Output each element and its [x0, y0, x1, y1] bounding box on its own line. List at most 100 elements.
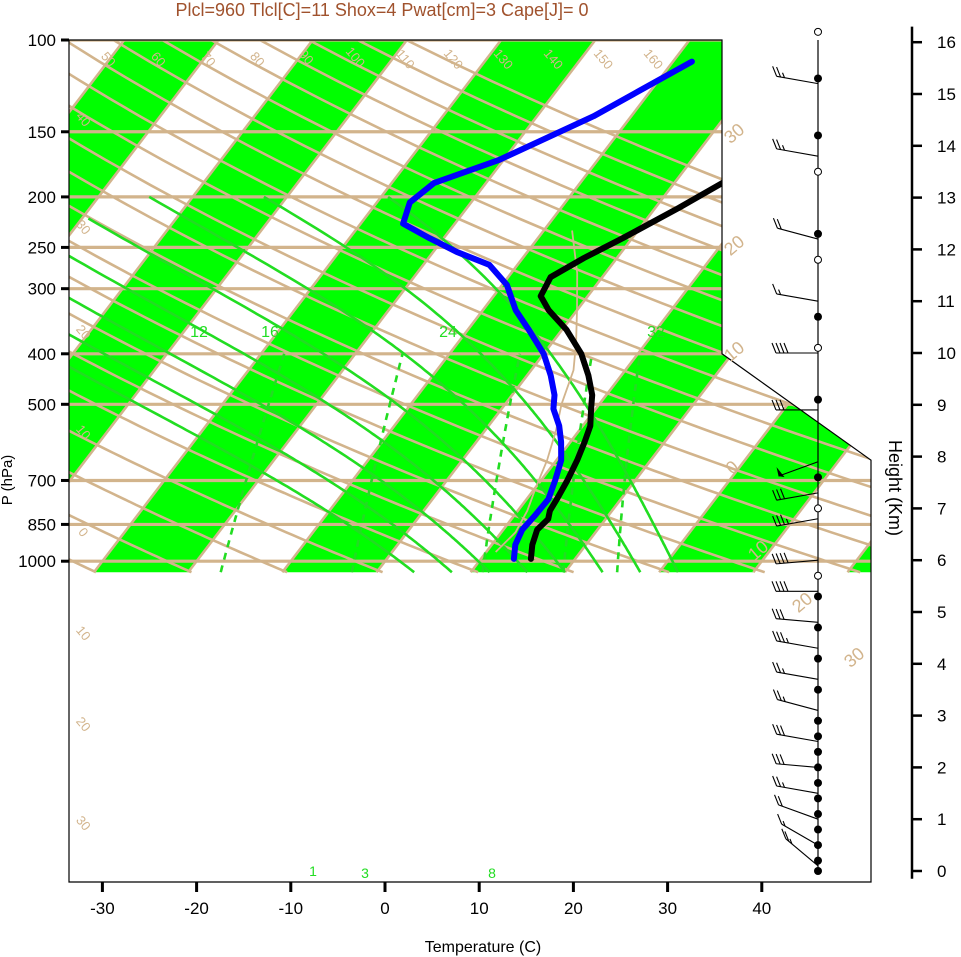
wind-barb	[772, 724, 819, 743]
wind-barb	[781, 828, 819, 867]
p-tick-label: 400	[28, 345, 56, 364]
dry-adiabat	[69, 40, 575, 574]
moist-adiabat-label: 32	[647, 324, 665, 341]
p-tick-label: 850	[28, 515, 56, 534]
mixing-ratio-label: 8	[488, 865, 496, 881]
wind-marker-open	[814, 343, 822, 352]
moist-adiabat	[263, 195, 642, 573]
wind-barb	[772, 689, 819, 711]
wind-barb	[771, 342, 818, 354]
moist-adiabats	[69, 195, 680, 574]
grid-lines	[69, 40, 871, 574]
mixing-ratio-label: 3	[361, 865, 369, 881]
height-tick-label: 13	[937, 189, 956, 208]
height-axis-label: Height (Km)	[885, 440, 905, 536]
wind-barb	[772, 66, 819, 85]
moist-adiabat	[148, 195, 604, 573]
wind-barb	[772, 488, 819, 501]
dry-adiabat	[69, 40, 871, 574]
isotherm-line	[69, 40, 314, 574]
isotherm-band	[659, 40, 871, 573]
moist-adiabat-label: 24	[439, 324, 457, 341]
moist-adiabat-label: 12	[190, 324, 208, 341]
isotherm-label-right: 30	[720, 119, 748, 147]
moist-adiabat	[69, 328, 415, 574]
wind-marker	[814, 747, 822, 756]
dry-adiabat	[69, 40, 871, 574]
dry-adiabat	[69, 40, 871, 574]
chart-title: Plcl=960 Tlcl[C]=11 Shox=4 Pwat[cm]=3 Ca…	[175, 0, 588, 20]
wind-barb	[771, 753, 819, 768]
wind-marker	[814, 810, 822, 819]
isotherm-label-left: 0	[75, 525, 91, 540]
isotherm-label-left: 30	[73, 813, 94, 834]
isotherm-label-left: 10	[73, 623, 94, 644]
height-tick-label: 16	[937, 33, 956, 52]
moist-adiabat	[69, 305, 453, 574]
wind-marker	[814, 312, 822, 321]
mixing-ratio-label: 1	[309, 863, 317, 879]
theta-label: 160	[641, 46, 666, 72]
dry-adiabat	[161, 40, 871, 574]
dry-adiabat	[69, 40, 871, 574]
p-tick-label: 1000	[18, 552, 56, 571]
dry-adiabat	[69, 40, 670, 574]
profiles	[400, 58, 871, 562]
theta-label: 80	[247, 49, 268, 70]
moist-adiabat	[69, 250, 529, 574]
height-tick-label: 14	[937, 137, 956, 156]
dewpoint-line	[400, 58, 695, 562]
dry-adiabat	[69, 40, 871, 574]
wind-barb	[771, 399, 818, 411]
mixing-ratio-lines	[219, 353, 642, 573]
height-tick-label: 8	[937, 448, 946, 467]
wind-barb	[771, 581, 818, 592]
isotherm-band	[69, 40, 219, 573]
wind-marker	[814, 654, 822, 663]
isotherm-line	[69, 40, 408, 574]
height-tick-label: 10	[937, 344, 956, 363]
mixing-ratio-line	[219, 353, 286, 573]
p-tick-label: 200	[28, 188, 56, 207]
x-tick-label: 40	[752, 899, 771, 918]
mixing-ratio-line	[615, 353, 642, 573]
wind-barb	[771, 608, 819, 623]
y-axis-label: P (hPa)	[0, 455, 16, 506]
height-tick-label: 7	[937, 499, 946, 518]
wind-marker-open	[814, 571, 822, 580]
moist-adiabat-label: 16	[261, 324, 279, 341]
height-tick-label: 5	[937, 603, 946, 622]
wind-marker	[814, 229, 822, 238]
x-tick-label: 0	[380, 899, 389, 918]
isotherm-line	[375, 40, 785, 574]
wind-marker	[814, 856, 822, 865]
isotherm-label-right: 20	[788, 588, 816, 616]
dry-adiabat	[210, 40, 871, 574]
height-tick-label: 4	[937, 655, 946, 674]
height-tick-label: 1	[937, 810, 946, 829]
wind-barb	[772, 514, 819, 527]
wind-marker	[814, 778, 822, 787]
p-tick-label: 250	[28, 238, 56, 257]
wind-marker	[814, 825, 822, 834]
wind-marker	[814, 732, 822, 741]
p-tick-label: 500	[28, 395, 56, 414]
x-tick-label: -30	[90, 899, 115, 918]
p-tick-label: 150	[28, 123, 56, 142]
p-tick-label: 700	[28, 471, 56, 490]
wind-barb	[772, 283, 819, 302]
isotherm-label-right: 20	[720, 231, 748, 259]
wind-marker	[814, 473, 822, 482]
wind-marker-open	[814, 255, 822, 264]
dry-adiabat	[69, 40, 193, 574]
height-tick-label: 6	[937, 551, 946, 570]
height-tick-label: 2	[937, 758, 946, 777]
moist-adiabat	[69, 279, 491, 574]
wind-barb	[772, 630, 819, 649]
temperature-line	[527, 58, 871, 562]
wind-barb	[772, 775, 819, 794]
moist-adiabat	[87, 217, 566, 574]
isotherm-line	[752, 40, 871, 574]
